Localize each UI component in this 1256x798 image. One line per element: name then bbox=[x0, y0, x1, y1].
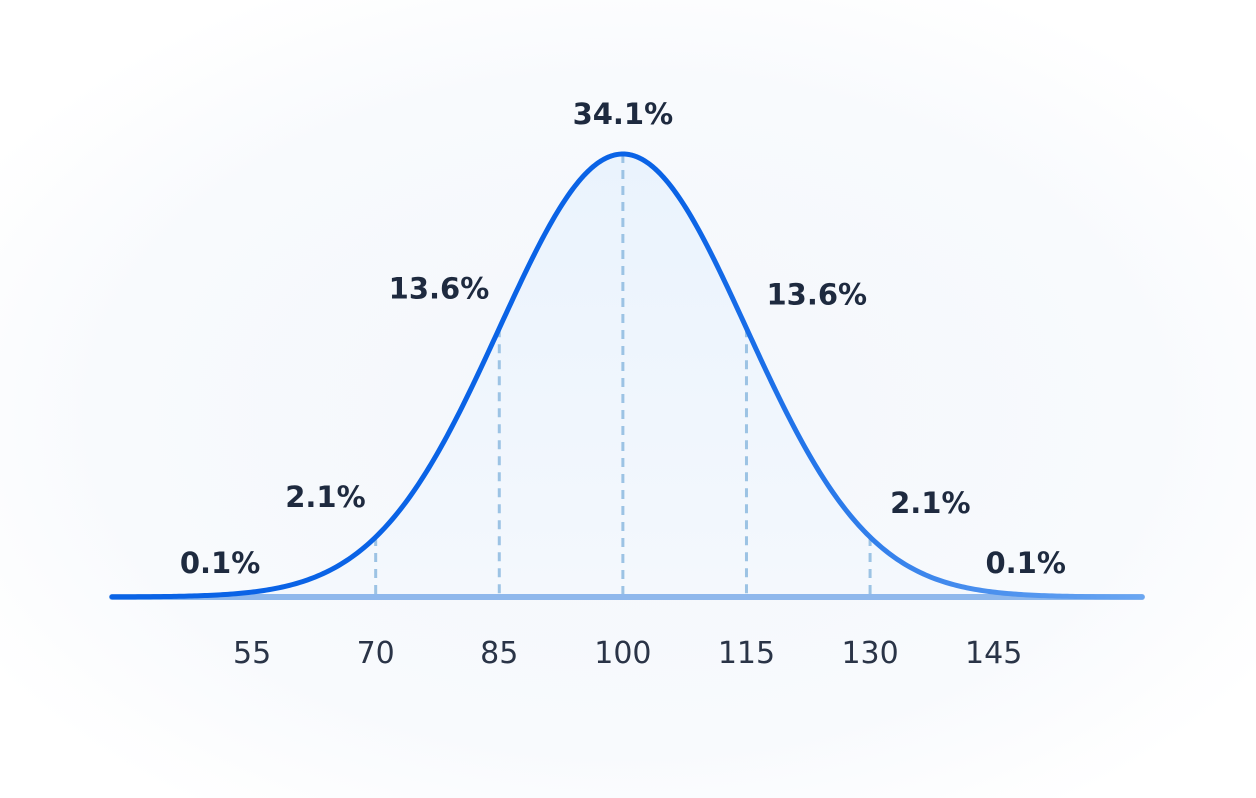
x-tick-label-130: 130 bbox=[841, 636, 898, 671]
x-tick-label-100: 100 bbox=[594, 636, 651, 671]
segment-label-6: 0.1% bbox=[985, 546, 1065, 580]
segment-labels-layer: 0.1% 2.1% 13.6% 34.1% 13.6% 2.1% 0.1% bbox=[180, 97, 1066, 580]
segment-label-5: 2.1% bbox=[890, 486, 970, 520]
segment-label-4: 13.6% bbox=[766, 277, 867, 311]
x-tick-label-115: 115 bbox=[718, 636, 775, 671]
segment-label-1: 2.1% bbox=[285, 480, 365, 514]
area-fill-layer bbox=[112, 154, 1142, 597]
x-tick-label-145: 145 bbox=[965, 636, 1022, 671]
x-tick-labels-layer: 55 70 85 100 115 130 145 bbox=[233, 636, 1022, 671]
x-tick-label-85: 85 bbox=[480, 636, 518, 671]
segment-label-0: 0.1% bbox=[180, 546, 260, 580]
segment-label-3: 34.1% bbox=[573, 97, 674, 131]
x-tick-label-55: 55 bbox=[233, 636, 271, 671]
segment-label-2: 13.6% bbox=[389, 271, 490, 305]
area-under-curve bbox=[112, 154, 1142, 597]
curve-layer bbox=[109, 151, 1145, 600]
distribution-curve bbox=[109, 151, 1145, 600]
x-tick-label-70: 70 bbox=[357, 636, 395, 671]
boundary-guides-layer bbox=[374, 154, 872, 597]
